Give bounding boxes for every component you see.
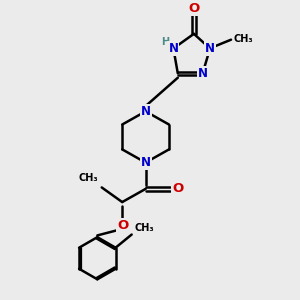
Text: O: O: [188, 2, 200, 15]
Text: O: O: [117, 219, 128, 232]
Text: H: H: [161, 37, 169, 47]
Text: CH₃: CH₃: [233, 34, 253, 44]
Text: N: N: [168, 42, 178, 55]
Text: CH₃: CH₃: [79, 173, 98, 183]
Text: N: N: [141, 105, 151, 118]
Text: N: N: [205, 42, 215, 55]
Text: N: N: [198, 67, 208, 80]
Text: CH₃: CH₃: [134, 223, 154, 233]
Text: N: N: [141, 156, 151, 169]
Text: O: O: [172, 182, 183, 195]
